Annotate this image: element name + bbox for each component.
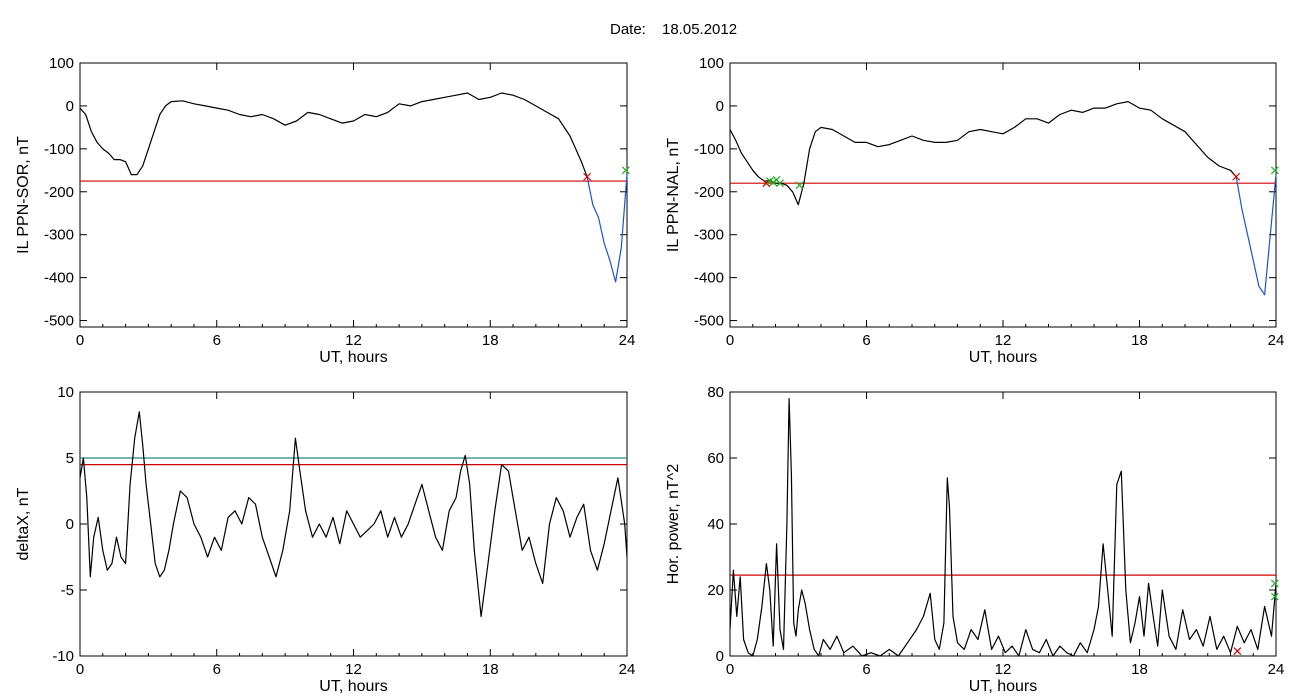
x-marker — [1233, 647, 1242, 655]
y-tick-label: -100 — [694, 141, 724, 158]
x-tick-label: 24 — [619, 661, 636, 678]
series-line — [729, 100, 1237, 206]
x-marker-stroke — [1270, 579, 1279, 588]
x-tick-label: 6 — [862, 661, 870, 678]
plot-frame — [79, 62, 628, 328]
panel-power: 0 6 12 18 24 80 60 40 20 0 UT, hours Hor. power, nT… — [665, 384, 1284, 695]
y-tick-label: 5 — [66, 450, 74, 467]
x-marker-stroke — [1270, 166, 1279, 175]
x-marker-stroke — [583, 172, 592, 181]
x-marker — [762, 179, 771, 188]
y-tick-label: -5 — [61, 582, 74, 599]
x-axis-title: UT, hours — [319, 678, 387, 695]
y-axis-title: IL PPN-SOR, nT — [15, 136, 32, 254]
x-marker-stroke — [776, 179, 784, 188]
y-tick-label: 0 — [66, 516, 74, 533]
y-tick-label: -200 — [44, 184, 74, 201]
series-line — [79, 92, 588, 178]
x-tick-label: 12 — [995, 332, 1012, 349]
x-marker — [1232, 172, 1241, 181]
x-marker-stroke — [1232, 172, 1241, 181]
x-axis-title: UT, hours — [319, 349, 387, 366]
panel-nal: 0 6 12 18 24 100 0 -100 -200 -300 -400 -500 UT, hour… — [665, 55, 1284, 366]
x-tick-label: 6 — [213, 332, 221, 349]
y-tick-label: 0 — [716, 98, 724, 115]
x-marker — [795, 181, 804, 190]
x-marker — [583, 172, 592, 181]
y-tick-label: 0 — [66, 98, 74, 115]
date-value: 18.05.2012 — [662, 21, 737, 38]
x-tick-label: 24 — [619, 332, 636, 349]
y-tick-label: 10 — [57, 384, 74, 401]
series-line — [729, 398, 1277, 657]
x-tick-label: 18 — [482, 661, 499, 678]
x-marker — [1270, 579, 1279, 588]
x-tick-label: 12 — [345, 332, 362, 349]
y-tick-label: 100 — [699, 55, 724, 72]
y-tick-label: -400 — [44, 270, 74, 287]
y-axis-title: deltaX, nT — [15, 487, 32, 560]
x-marker-stroke — [1270, 592, 1279, 601]
y-tick-label: -10 — [52, 648, 74, 665]
x-tick-label: 0 — [726, 661, 734, 678]
x-tick-label: 12 — [345, 661, 362, 678]
y-tick-label: 20 — [707, 582, 724, 599]
y-axis-title: IL PPN-NAL, nT — [665, 138, 682, 252]
y-tick-label: 60 — [707, 450, 724, 467]
x-marker-stroke — [762, 179, 771, 188]
y-tick-label: -100 — [44, 141, 74, 158]
x-marker-stroke — [795, 181, 804, 190]
x-tick-label: 18 — [1131, 661, 1148, 678]
x-marker — [1270, 592, 1279, 601]
plot-frame — [729, 391, 1277, 657]
x-tick-label: 0 — [726, 332, 734, 349]
panel-deltax: 0 6 12 18 24 10 5 0 -5 -10 UT, hours deltaX, nT — [15, 384, 635, 695]
y-tick-label: -300 — [694, 227, 724, 244]
x-tick-label: 18 — [482, 332, 499, 349]
y-tick-label: 40 — [707, 516, 724, 533]
y-tick-label: -300 — [44, 227, 74, 244]
x-tick-label: 6 — [862, 332, 870, 349]
series-line — [79, 411, 628, 618]
series-line — [1235, 174, 1277, 296]
y-tick-label: -400 — [694, 270, 724, 287]
date-label: Date: — [610, 21, 646, 38]
x-tick-label: 12 — [995, 661, 1012, 678]
x-tick-label: 18 — [1131, 332, 1148, 349]
x-marker-stroke — [765, 177, 774, 185]
x-tick-label: 6 — [213, 661, 221, 678]
panel-sor: 0 6 12 18 24 100 0 -100 -200 -300 -400 -500 UT, hour… — [15, 55, 635, 366]
x-marker — [1270, 166, 1279, 175]
plot-frame — [729, 62, 1277, 328]
y-tick-label: 100 — [49, 55, 74, 72]
y-tick-label: -500 — [694, 313, 724, 330]
x-marker-stroke — [621, 166, 630, 175]
x-axis-title: UT, hours — [969, 349, 1037, 366]
series-line — [586, 174, 628, 283]
y-tick-label: -500 — [44, 313, 74, 330]
y-axis-title: Hor. power, nT^2 — [665, 464, 682, 585]
x-marker-stroke — [1233, 647, 1242, 655]
x-axis-title: UT, hours — [969, 678, 1037, 695]
x-tick-label: 0 — [76, 661, 84, 678]
y-tick-label: -200 — [694, 184, 724, 201]
x-tick-label: 24 — [1268, 332, 1285, 349]
x-marker — [621, 166, 630, 175]
y-tick-label: 0 — [716, 648, 724, 665]
x-tick-label: 0 — [76, 332, 84, 349]
x-marker — [776, 179, 784, 188]
x-tick-label: 24 — [1268, 661, 1285, 678]
y-tick-label: 80 — [707, 384, 724, 401]
